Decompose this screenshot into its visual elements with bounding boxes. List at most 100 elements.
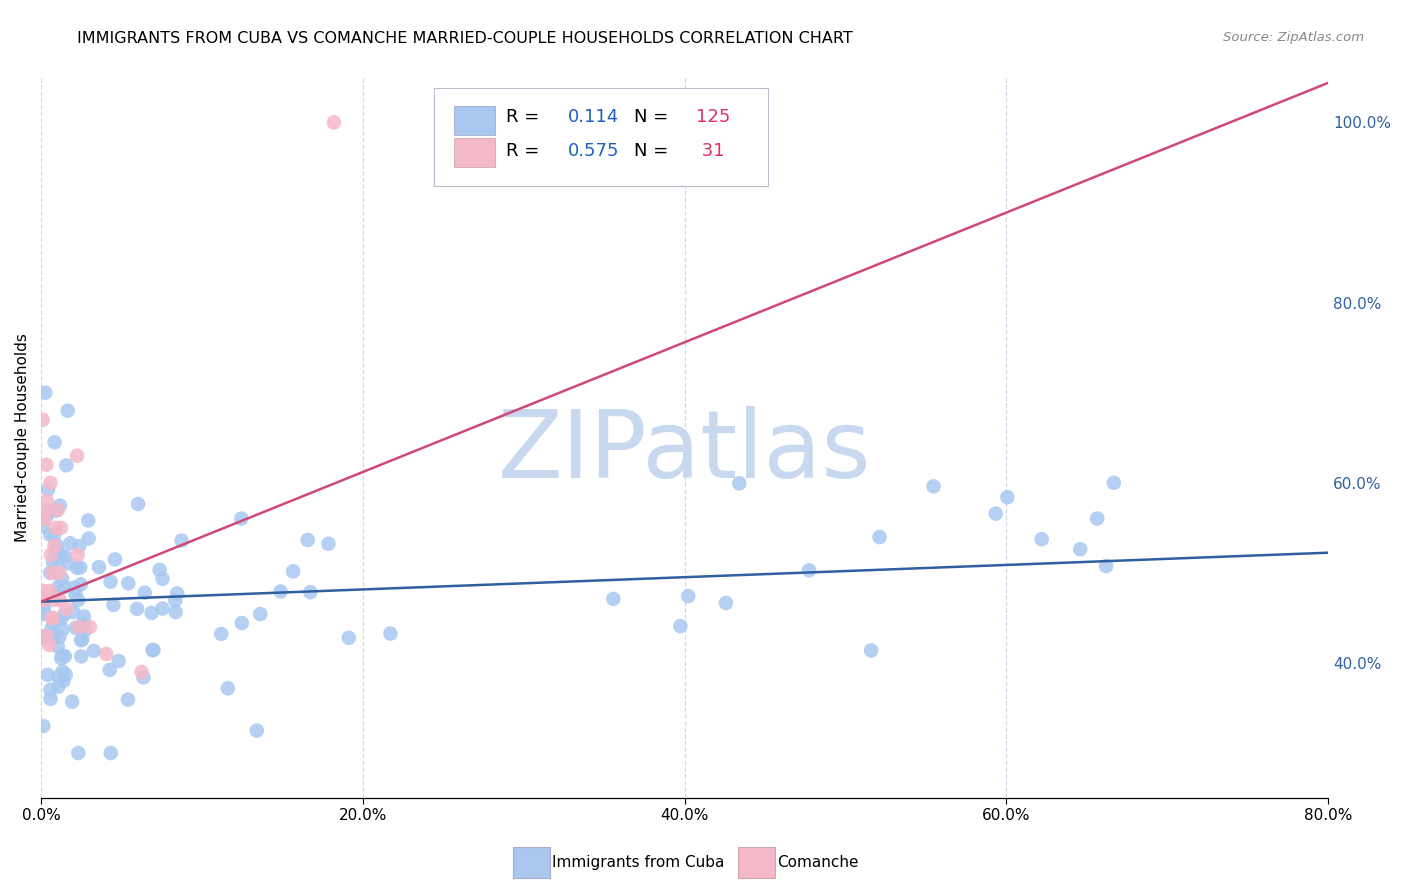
Point — [49, 593, 72, 607]
Point — [83, 644, 105, 658]
Point — [55, 667, 77, 681]
Text: R =: R = — [506, 142, 544, 160]
Point — [63, 581, 86, 595]
Text: 31: 31 — [696, 142, 725, 160]
Point — [127, 497, 149, 511]
Point — [984, 507, 1007, 521]
Point — [87, 560, 110, 574]
Point — [231, 615, 253, 630]
Point — [44, 521, 66, 535]
Point — [52, 623, 75, 637]
Point — [107, 654, 129, 668]
Point — [35, 629, 58, 643]
Point — [51, 572, 73, 586]
Point — [77, 513, 100, 527]
Point — [152, 572, 174, 586]
Point — [42, 632, 65, 646]
Point — [1069, 542, 1091, 557]
Point — [52, 673, 75, 688]
Point — [31, 519, 53, 533]
Point — [48, 546, 70, 560]
Point — [714, 596, 737, 610]
Point — [1095, 559, 1118, 574]
Point — [32, 599, 55, 614]
Point — [322, 115, 344, 129]
Point — [217, 681, 239, 696]
Point — [38, 638, 60, 652]
Point — [166, 586, 188, 600]
Point — [337, 631, 360, 645]
Point — [60, 695, 83, 709]
Point — [44, 435, 66, 450]
Point — [1102, 475, 1125, 490]
Point — [67, 746, 90, 760]
Point — [32, 631, 55, 645]
Text: Source: ZipAtlas.com: Source: ZipAtlas.com — [1223, 31, 1364, 45]
Point — [98, 663, 121, 677]
Point — [70, 632, 93, 647]
Point — [797, 563, 820, 577]
Text: N =: N = — [634, 108, 675, 126]
Point — [669, 619, 692, 633]
Point — [35, 508, 58, 523]
Text: N =: N = — [634, 142, 675, 160]
Point — [77, 532, 100, 546]
Text: ZIPatlas: ZIPatlas — [498, 406, 872, 498]
Point — [53, 580, 76, 594]
Point — [39, 692, 62, 706]
Point — [922, 479, 945, 493]
Point — [70, 633, 93, 648]
Point — [51, 549, 73, 564]
Point — [152, 601, 174, 615]
Point — [32, 593, 55, 607]
Text: R =: R = — [506, 108, 544, 126]
Point — [39, 682, 62, 697]
Point — [860, 643, 883, 657]
Point — [141, 643, 163, 657]
Point — [38, 583, 60, 598]
Point — [45, 503, 67, 517]
Point — [42, 555, 65, 569]
Point — [49, 613, 72, 627]
Point — [52, 648, 75, 663]
Point — [66, 560, 89, 574]
Point — [131, 665, 153, 679]
Point — [49, 521, 72, 535]
Point — [62, 605, 84, 619]
FancyBboxPatch shape — [454, 137, 495, 167]
Point — [67, 539, 90, 553]
Point — [42, 593, 65, 607]
Point — [32, 719, 55, 733]
Point — [56, 403, 79, 417]
Point — [69, 577, 91, 591]
Point — [100, 746, 122, 760]
Point — [281, 564, 304, 578]
Point — [44, 528, 66, 542]
Point — [31, 413, 53, 427]
Point — [39, 548, 62, 562]
Point — [79, 620, 101, 634]
Point — [39, 627, 62, 641]
Point — [142, 643, 165, 657]
Point — [103, 598, 125, 612]
Point — [37, 483, 59, 497]
Point — [53, 649, 76, 664]
Point — [380, 626, 402, 640]
Point — [31, 593, 53, 607]
FancyBboxPatch shape — [454, 106, 495, 135]
Point — [728, 476, 751, 491]
Point — [48, 630, 70, 644]
Point — [34, 385, 56, 400]
Text: 0.114: 0.114 — [568, 108, 619, 126]
Point — [231, 511, 253, 525]
Point — [209, 627, 232, 641]
FancyBboxPatch shape — [433, 88, 768, 186]
Point — [53, 607, 76, 622]
Point — [35, 493, 58, 508]
Text: 125: 125 — [696, 108, 731, 126]
Point — [72, 616, 94, 631]
Y-axis label: Married-couple Households: Married-couple Households — [15, 334, 30, 542]
Point — [37, 668, 59, 682]
Point — [48, 670, 70, 684]
Point — [55, 602, 77, 616]
